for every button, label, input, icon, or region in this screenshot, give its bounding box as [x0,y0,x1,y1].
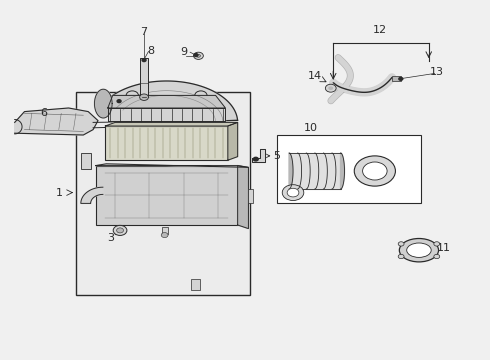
Circle shape [399,77,403,80]
Text: 11: 11 [437,243,450,253]
Bar [96,166,238,225]
Polygon shape [252,149,265,162]
Ellipse shape [407,243,431,257]
Circle shape [398,255,404,259]
Circle shape [194,54,198,57]
Bar [392,76,401,81]
Circle shape [194,52,203,59]
Polygon shape [108,108,225,121]
Polygon shape [96,164,248,167]
Circle shape [354,156,395,186]
Circle shape [196,54,200,57]
Text: 10: 10 [304,123,318,133]
Circle shape [117,228,123,233]
Polygon shape [103,81,238,121]
Text: 1: 1 [56,188,63,198]
Text: 4: 4 [229,139,236,149]
Text: 14: 14 [308,71,322,81]
Ellipse shape [399,238,439,262]
Text: 12: 12 [373,24,387,35]
Bar [162,227,168,234]
Bar [76,92,250,295]
Circle shape [434,255,440,259]
Circle shape [287,188,299,197]
Circle shape [140,94,148,100]
Polygon shape [238,166,248,229]
Circle shape [434,242,440,246]
Circle shape [142,59,146,62]
Text: 9: 9 [180,47,187,57]
Text: 7: 7 [141,27,147,37]
Polygon shape [105,122,238,126]
Bar [105,126,228,160]
Bar [277,135,421,203]
Bar [140,58,148,97]
Text: 5: 5 [273,151,280,161]
Circle shape [363,162,387,180]
Polygon shape [289,153,293,189]
Text: 6: 6 [41,108,48,118]
Bar [81,153,91,169]
Circle shape [161,233,168,238]
Text: 8: 8 [147,46,154,57]
Polygon shape [289,153,341,189]
Circle shape [325,84,336,92]
Text: 13: 13 [430,67,444,77]
Circle shape [398,242,404,246]
Text: 3: 3 [107,233,114,243]
Polygon shape [81,187,103,203]
Bar [248,189,253,203]
Polygon shape [228,122,238,160]
Circle shape [282,185,304,201]
Bar [191,279,200,290]
Circle shape [113,225,127,235]
Polygon shape [108,95,225,108]
Circle shape [253,157,258,161]
Text: 2: 2 [100,94,107,104]
Polygon shape [341,153,344,189]
Polygon shape [15,108,98,135]
Polygon shape [95,89,112,118]
Circle shape [117,100,121,103]
Circle shape [328,86,333,90]
